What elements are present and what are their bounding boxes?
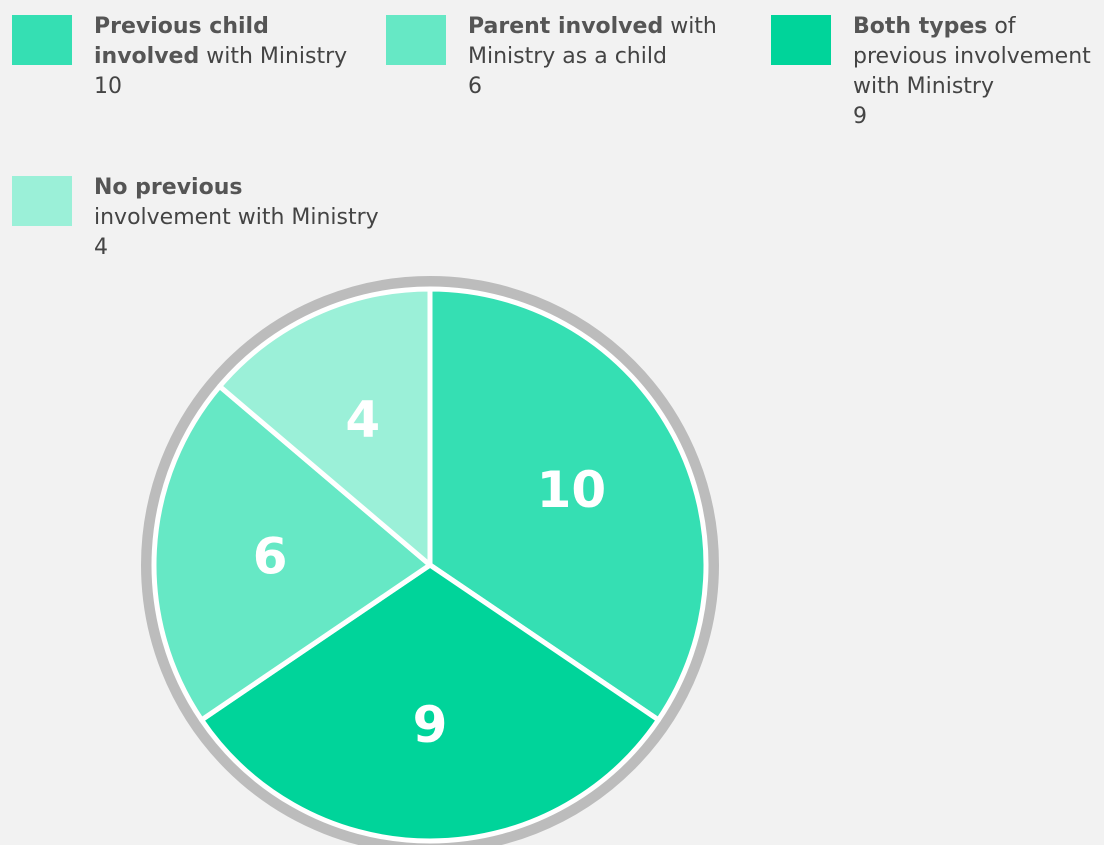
legend-value: 9 bbox=[853, 104, 867, 129]
pie-ring bbox=[141, 276, 719, 845]
legend-value: 6 bbox=[468, 74, 482, 99]
slice-label: 9 bbox=[413, 696, 448, 754]
legend-label: Both types of previous involvement with … bbox=[853, 12, 1104, 132]
legend-swatch bbox=[771, 15, 831, 65]
legend-swatch bbox=[386, 15, 446, 65]
pie-slice bbox=[427, 286, 709, 723]
legend-strong: Previous child involved bbox=[94, 14, 269, 69]
legend-label: Parent involved with Ministry as a child… bbox=[468, 12, 743, 102]
legend-strong: Both types bbox=[853, 14, 988, 39]
legend-rest: involvement with Ministry bbox=[94, 205, 379, 230]
slice-label: 10 bbox=[537, 461, 607, 519]
pie-slice bbox=[151, 383, 433, 723]
legend-rest: with Ministry bbox=[206, 44, 348, 69]
legend-strong: Parent involved bbox=[468, 14, 664, 39]
legend-rest: with Ministry as a child bbox=[468, 14, 717, 69]
legend-swatch bbox=[12, 15, 72, 65]
legend-label: Previous child involved with Ministry 10 bbox=[94, 12, 374, 102]
legend-value: 10 bbox=[94, 74, 122, 99]
pie-slice bbox=[199, 562, 661, 844]
legend-label: No previous involvement with Ministry 4 bbox=[94, 173, 404, 263]
legend-strong: No previous bbox=[94, 175, 243, 200]
slice-label: 4 bbox=[345, 391, 380, 449]
pie-slice bbox=[217, 286, 433, 568]
slice-label: 6 bbox=[253, 527, 288, 585]
legend-value: 4 bbox=[94, 235, 108, 260]
legend-rest: of previous involvement with Ministry bbox=[853, 14, 1091, 99]
legend-swatch bbox=[12, 176, 72, 226]
